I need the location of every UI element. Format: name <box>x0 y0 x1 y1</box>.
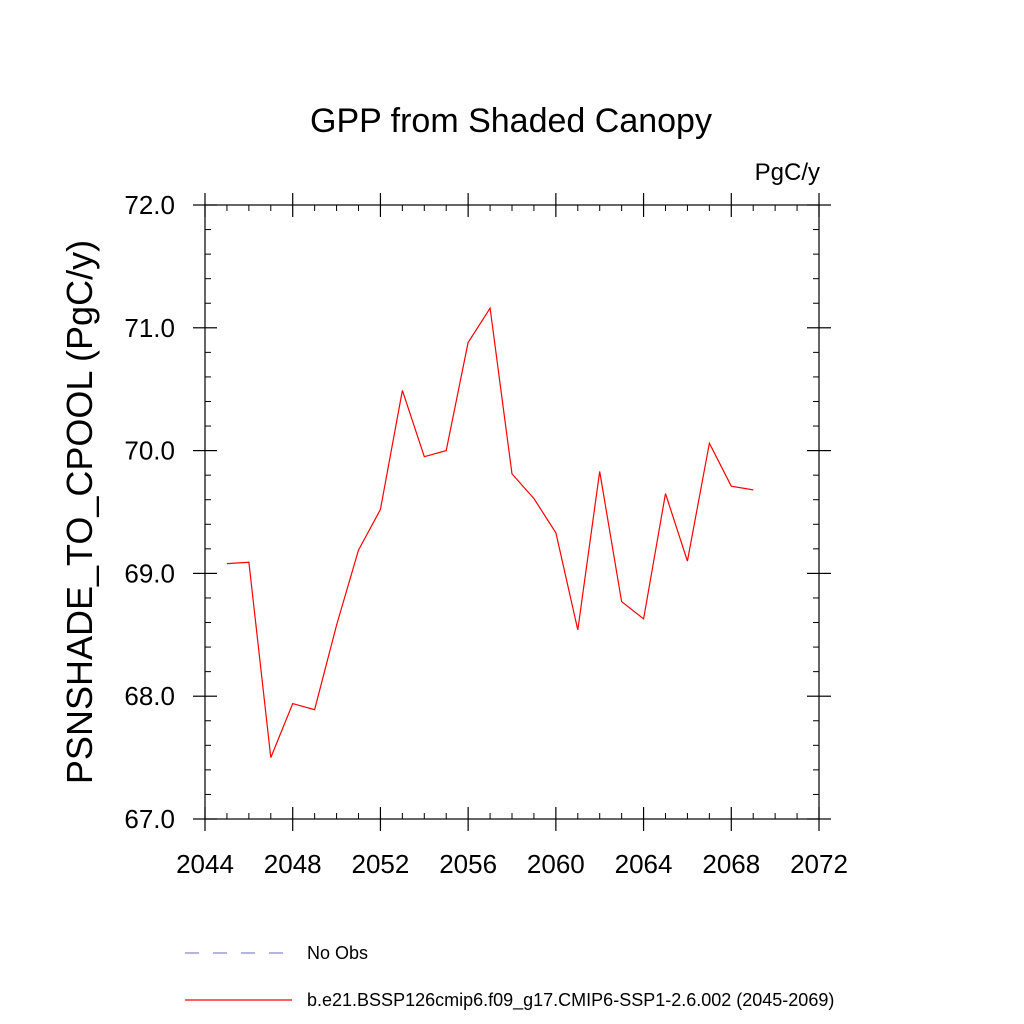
y-tick-label: 70.0 <box>124 436 175 466</box>
y-tick-label: 68.0 <box>124 681 175 711</box>
legend-entry-label: No Obs <box>307 943 368 963</box>
x-tick-label: 2056 <box>439 849 497 879</box>
x-tick-label: 2044 <box>176 849 234 879</box>
series-line <box>226 306 754 758</box>
chart-title: GPP from Shaded Canopy <box>310 102 712 140</box>
legend: No Obs b.e21.BSSP126cmip6.f09_g17.CMIP6-S… <box>185 943 834 1011</box>
y-tick-label: 71.0 <box>124 313 175 343</box>
axis-ticks <box>193 193 831 831</box>
units-label: PgC/y <box>755 159 820 186</box>
x-tick-label: 2064 <box>615 849 673 879</box>
plot-area-frame <box>204 204 820 820</box>
y-tick-label: 72.0 <box>124 190 175 220</box>
series-lines <box>226 306 754 758</box>
y-tick-label: 67.0 <box>124 804 175 834</box>
x-tick-label: 2072 <box>790 849 848 879</box>
x-tick-label: 2052 <box>352 849 410 879</box>
axis-tick-labels: 2044 2048 2052 2056 2060 2064 2068 2072 67.0 68.0… <box>124 190 848 879</box>
x-tick-label: 2060 <box>527 849 585 879</box>
y-tick-label: 69.0 <box>124 558 175 588</box>
y-axis-label: PSNSHADE_TO_CPOOL (PgC/y) <box>59 240 100 784</box>
x-tick-label: 2068 <box>702 849 760 879</box>
x-tick-label: 2048 <box>264 849 322 879</box>
legend-entry-label: b.e21.BSSP126cmip6.f09_g17.CMIP6-SSP1-2.… <box>307 990 834 1011</box>
